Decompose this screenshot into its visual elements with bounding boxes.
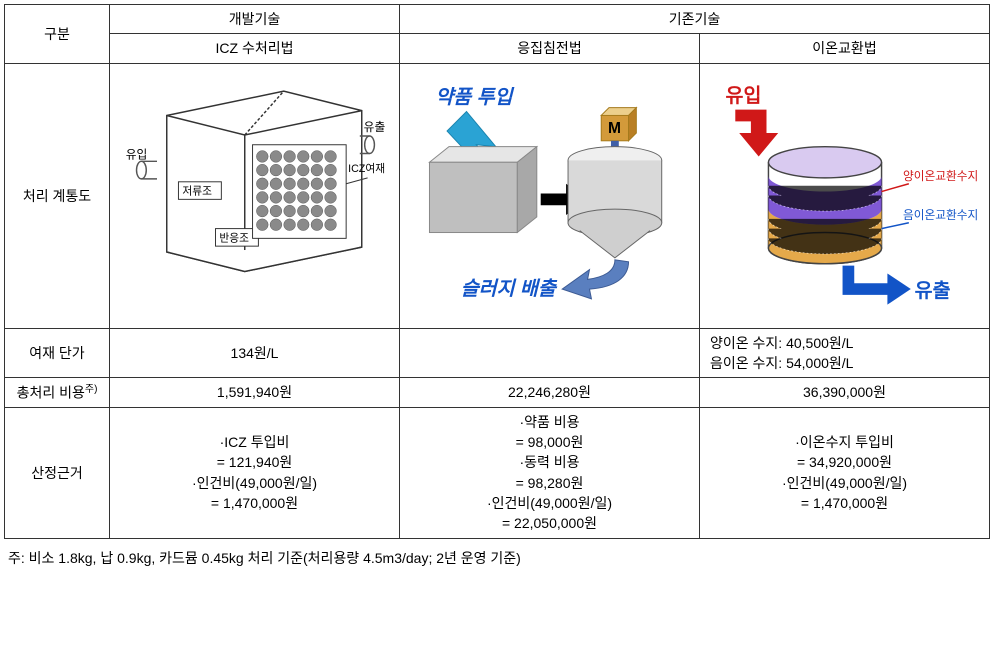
basis-b: ·약품 비용 = 98,000원 ·동력 비용 = 98,280원 ·인건비(4…: [400, 407, 700, 538]
ion-column: [768, 146, 881, 263]
basis-a: ·ICZ 투입비 = 121,940원 ·인건비(49,000원/일) = 1,…: [110, 407, 400, 538]
ion-inlet-text: 유입: [726, 84, 762, 106]
coag-discharge-text: 슬러지 배출: [461, 278, 558, 300]
ion-anion-text: 음이온교환수지: [903, 208, 978, 221]
header-method-c: 이온교환법: [700, 34, 990, 63]
coag-diagram-svg: 약품 투입 M: [408, 72, 691, 315]
basis-c: ·이온수지 투입비 = 34,920,000원 ·인건비(49,000원/일) …: [700, 407, 990, 538]
ion-inlet-arrow: [735, 109, 778, 156]
coag-tank: [568, 146, 662, 257]
ion-cation-text: 양이온교환수지: [903, 169, 978, 182]
row-totalcost-label: 총처리 비용주): [5, 378, 110, 407]
coag-mixer-label: M: [608, 120, 621, 137]
ion-diagram-svg: 유입: [708, 72, 981, 315]
header-method-a: ICZ 수처리법: [110, 34, 400, 63]
row-diagram-label: 처리 계통도: [5, 63, 110, 328]
icz-filter-block: [253, 144, 347, 238]
icz-inlet-text: 유입: [126, 148, 148, 161]
ion-outlet-arrow: [843, 265, 911, 304]
ion-outlet-text: 유출: [915, 279, 951, 301]
row-totalcost-sup: 주): [85, 384, 98, 395]
totalcost-c: 36,390,000원: [700, 378, 990, 407]
totalcost-a: 1,591,940원: [110, 378, 400, 407]
icz-diagram-svg: 유입 저류조 반응조: [118, 72, 391, 315]
row-totalcost-text: 총처리 비용: [17, 385, 85, 401]
footnote-text: 주: 비소 1.8kg, 납 0.9kg, 카드뮴 0.45kg 처리 기준(처…: [4, 539, 990, 569]
header-existgroup: 기존기술: [400, 5, 990, 34]
icz-outlet-text: 유출: [364, 121, 386, 134]
row-basis-label: 산정근거: [5, 407, 110, 538]
icz-filter-text: ICZ여재: [348, 162, 385, 175]
header-devgroup: 개발기술: [110, 5, 400, 34]
diagram-coag: 약품 투입 M: [400, 63, 700, 328]
diagram-icz: 유입 저류조 반응조: [110, 63, 400, 328]
coag-inject-text: 약품 투입: [435, 86, 514, 108]
unitprice-c: 양이온 수지: 40,500원/L 음이온 수지: 54,000원/L: [700, 328, 990, 378]
comparison-table: 구분 개발기술 기존기술 ICZ 수처리법 응집침전법 이온교환법 처리 계통도…: [4, 4, 990, 539]
diagram-ion: 유입: [700, 63, 990, 328]
unitprice-b: [400, 328, 700, 378]
row-unitprice-label: 여재 단가: [5, 328, 110, 378]
coag-left-box: [429, 146, 536, 232]
icz-tank2-text: 반응조: [219, 232, 249, 244]
unitprice-a: 134원/L: [110, 328, 400, 378]
totalcost-b: 22,246,280원: [400, 378, 700, 407]
header-rowlabel: 구분: [5, 5, 110, 64]
coag-sludge-arrow: [562, 259, 628, 298]
icz-tank1-text: 저류조: [182, 185, 212, 197]
header-method-b: 응집침전법: [400, 34, 700, 63]
